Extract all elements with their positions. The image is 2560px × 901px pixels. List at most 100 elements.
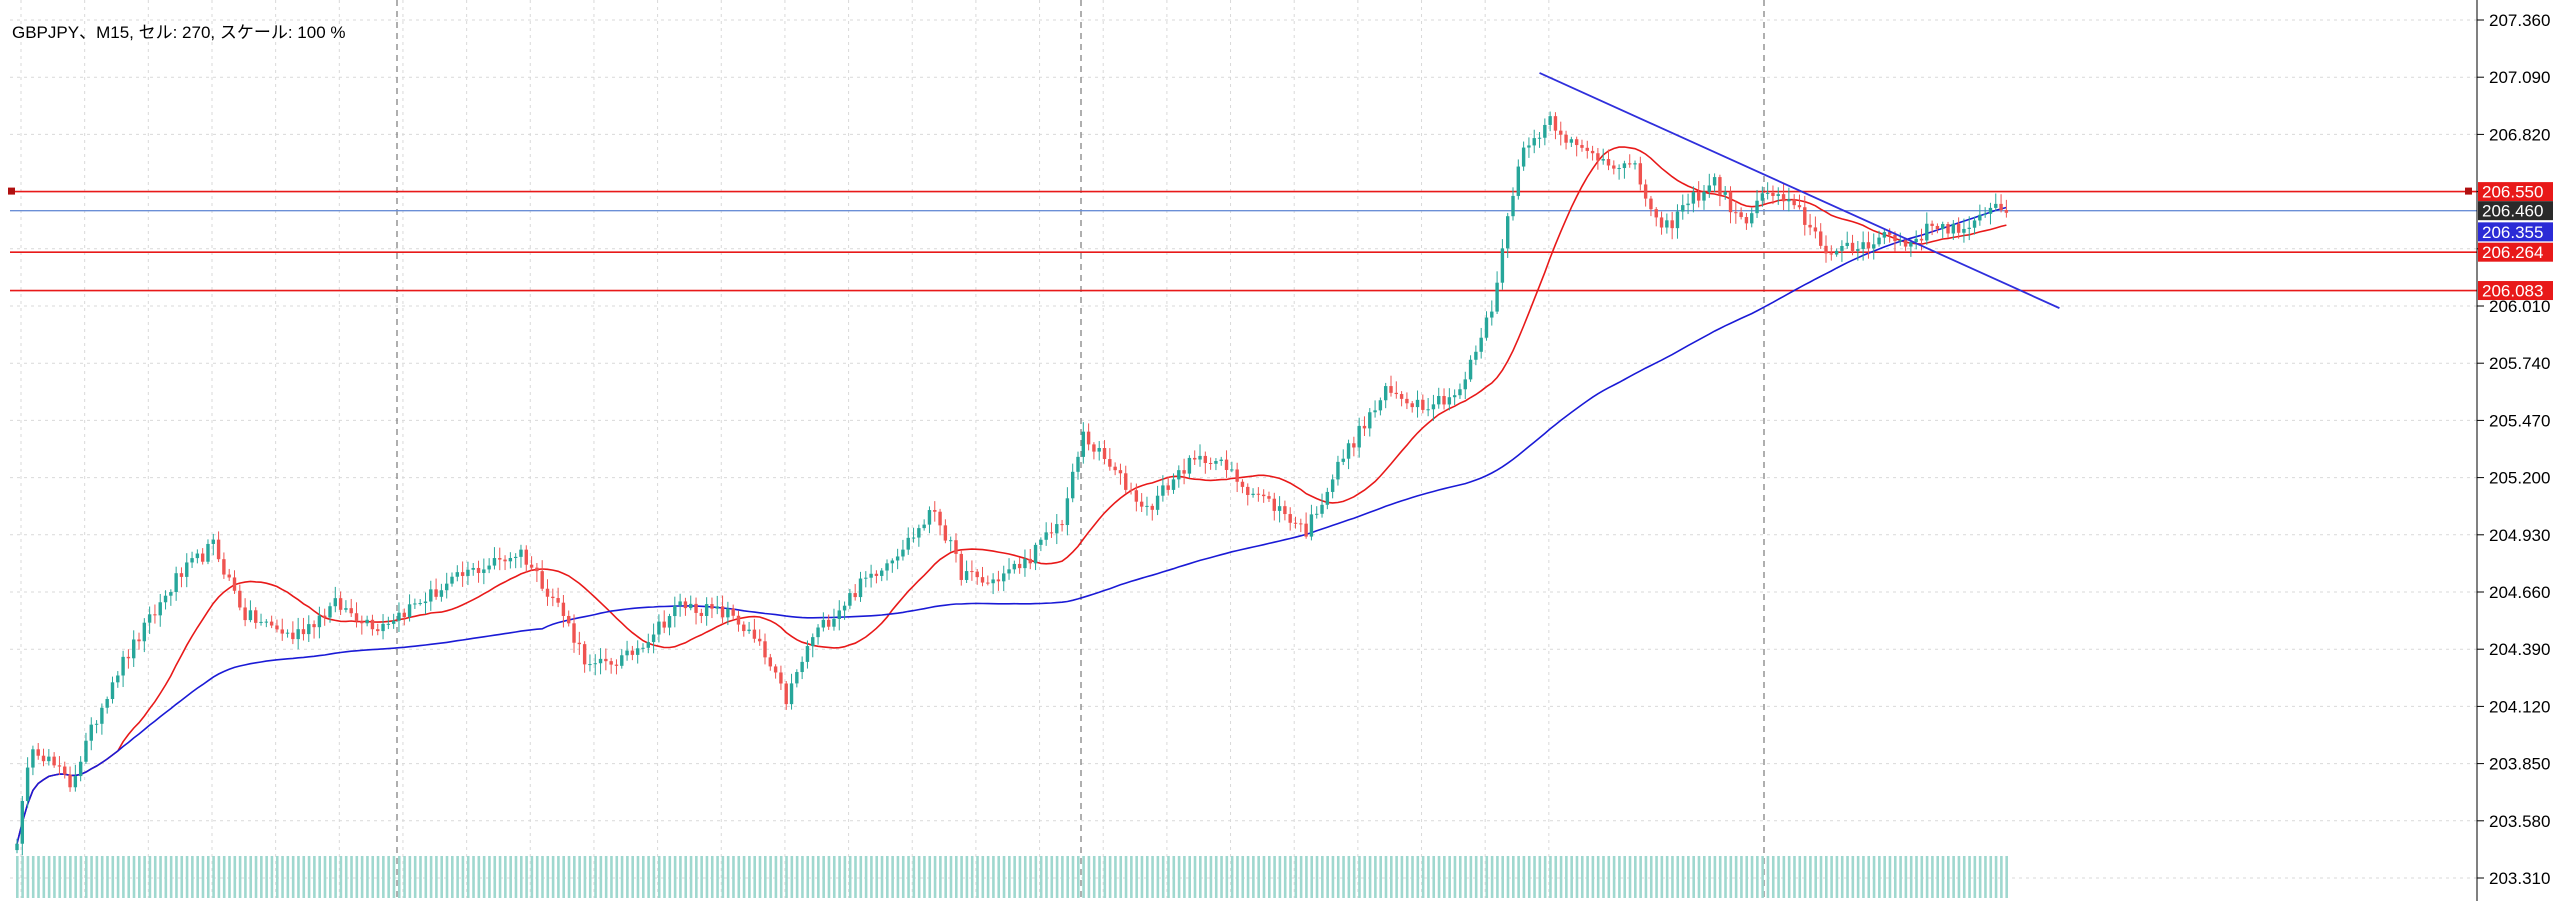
volume-bar: [838, 856, 841, 898]
volume-bar: [493, 856, 497, 898]
candle-bull: [397, 612, 401, 621]
volume-bar: [1766, 856, 1770, 898]
candle-bear: [1049, 532, 1054, 534]
candle-bull: [1033, 544, 1038, 564]
volume-bar: [1315, 856, 1319, 898]
volume-bar: [1522, 856, 1526, 898]
candle-bull: [1506, 216, 1510, 249]
volume-bar: [1856, 856, 1860, 898]
volume-bar: [90, 856, 93, 898]
candle-bull: [1097, 448, 1101, 452]
candle-bull: [1548, 116, 1552, 125]
y-tick-label: 205.200: [2489, 469, 2550, 488]
volume-bar: [1427, 856, 1430, 898]
candle-bear: [1887, 232, 1892, 235]
volume-bar: [1612, 856, 1616, 898]
candle-bull: [158, 602, 162, 616]
candle-bear: [322, 615, 327, 618]
volume-bar: [997, 856, 1001, 898]
candle-bull: [1171, 479, 1176, 490]
volume-bar: [1506, 856, 1510, 898]
volume-bar: [334, 856, 337, 898]
candle-bear: [1304, 523, 1308, 537]
volume-bar: [1108, 856, 1112, 898]
candle-bull: [1898, 240, 1902, 242]
candle-bull: [598, 658, 603, 664]
volume-bar: [69, 856, 72, 898]
volume-bar: [127, 856, 131, 898]
volume-bar: [1586, 856, 1589, 898]
candle-bull: [94, 723, 99, 725]
candle-bull: [1500, 248, 1505, 283]
candle-bear: [1028, 558, 1032, 564]
volume-bar: [679, 856, 682, 898]
candle-bear: [980, 577, 985, 583]
volume-bar: [779, 856, 783, 898]
volume-bar: [817, 856, 820, 898]
volume-bar: [1681, 856, 1685, 898]
candle-bear: [1272, 498, 1276, 511]
candle-bear: [275, 625, 279, 630]
volume-bar: [1490, 856, 1494, 898]
candle-bear: [662, 621, 666, 628]
candle-bear: [763, 641, 767, 658]
volume-bar: [1299, 856, 1303, 898]
volume-bar: [615, 856, 619, 898]
candle-bull: [1941, 224, 1945, 230]
volume-bar: [191, 856, 194, 898]
candle-bull: [880, 570, 884, 576]
candle-bull: [715, 606, 719, 609]
volume-bar: [949, 856, 953, 898]
candle-bull: [1845, 242, 1849, 247]
volume-bar: [1809, 856, 1812, 898]
volume-bar: [1734, 856, 1738, 898]
candle-bear: [1585, 147, 1589, 151]
volume-bar: [1352, 856, 1356, 898]
candle-bear: [1824, 245, 1828, 254]
volume-bar: [822, 856, 825, 898]
candle-bull: [328, 606, 332, 618]
volume-bar: [445, 856, 449, 898]
volume-bar: [753, 856, 756, 898]
candle-bull: [142, 622, 147, 642]
volume-bar: [1671, 856, 1674, 898]
volume-bar: [631, 856, 634, 898]
volume-bar: [1209, 856, 1213, 898]
candle-bull: [1712, 177, 1717, 186]
candle-bull: [678, 601, 682, 606]
candle-bear: [1946, 224, 1950, 234]
volume-bar: [1432, 856, 1436, 898]
candle-bull: [901, 549, 905, 557]
trendline-layer[interactable]: [1539, 72, 2060, 309]
volume-bar: [1029, 856, 1032, 898]
volume-bar: [201, 856, 205, 898]
candle-bull: [821, 619, 826, 628]
volume-bar: [1782, 856, 1786, 898]
candle-bull: [25, 767, 30, 802]
candle-bull: [1962, 228, 1966, 233]
candle-bull: [1161, 485, 1165, 496]
horizontal-lines[interactable]: [8, 187, 2477, 292]
volume-bar: [1602, 856, 1605, 898]
candle-bear: [1442, 396, 1446, 405]
volume-bar: [1262, 856, 1266, 898]
volume-bar: [1082, 856, 1085, 898]
volume-bar: [1660, 856, 1664, 898]
y-tick-label: 205.470: [2489, 411, 2550, 430]
candle-bull: [805, 646, 810, 662]
candle-bull: [858, 578, 863, 598]
volume-bar: [1008, 856, 1011, 898]
volume-bar: [1002, 856, 1006, 898]
candle-bear: [269, 621, 274, 626]
candle-bull: [816, 627, 820, 638]
volume-bar: [663, 856, 666, 898]
volume-bar: [1034, 856, 1038, 898]
line-anchor-left: [8, 187, 15, 195]
candle-bear: [1092, 444, 1096, 452]
candle-bear: [1410, 403, 1414, 408]
volume-bar: [482, 856, 486, 898]
candle-bear: [524, 549, 528, 565]
volume-bar: [944, 856, 947, 898]
